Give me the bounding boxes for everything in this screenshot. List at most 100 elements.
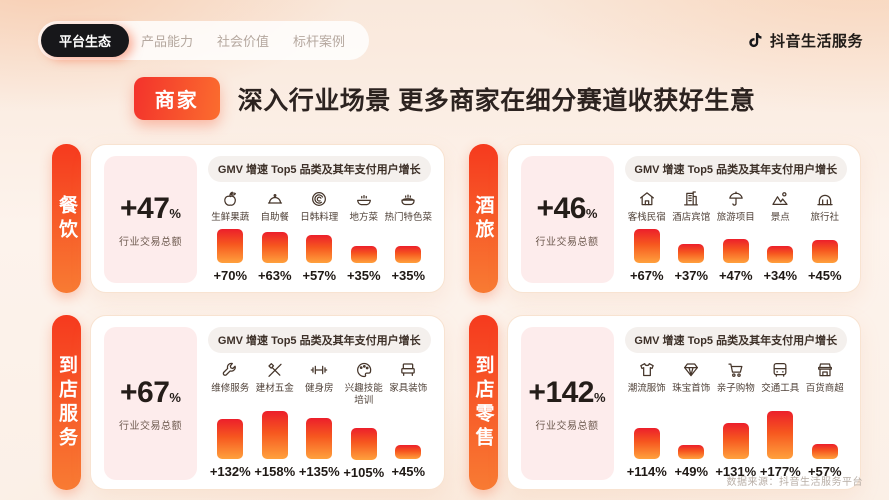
apple-icon: [220, 189, 240, 209]
total-growth-value: +142: [528, 375, 594, 409]
category-label: 亲子购物: [716, 383, 755, 395]
category-column: 生鲜果蔬 +70%: [208, 189, 253, 283]
section-tab: 餐饮: [52, 144, 81, 294]
total-growth-unit: %: [594, 389, 606, 405]
total-growth-box: +67% 行业交易总额: [104, 327, 197, 481]
furniture-icon: [398, 360, 418, 380]
industry-section: 到店服务 +67% 行业交易总额 GMV 增速 Top5 品类及其年支付用户增长…: [52, 315, 445, 491]
growth-bar: [306, 235, 333, 264]
bar-area: [306, 225, 333, 264]
total-growth-unit: %: [169, 205, 181, 221]
category-column: 地方菜 +35%: [342, 189, 387, 283]
bar-area: [395, 225, 422, 264]
growth-value-label: +67%: [629, 268, 664, 284]
total-growth-box: +142% 行业交易总额: [520, 327, 614, 481]
growth-value-label: +35%: [346, 268, 381, 284]
category-label: 酒店宾馆: [672, 212, 711, 223]
category-label: 健身房: [304, 383, 334, 395]
nav-tab[interactable]: 产品能力: [141, 34, 194, 49]
data-source: 数据来源：抖音生活服务平台: [726, 477, 863, 488]
category-label: 旅游项目: [716, 212, 755, 223]
chart-title: GMV 增速 Top5 品类及其年支付用户增长: [208, 156, 431, 182]
brand-name: 抖音生活服务: [769, 33, 863, 50]
growth-value-label: +57%: [302, 268, 337, 284]
nav-tab[interactable]: 社会价值: [217, 34, 270, 49]
mountain-icon: [770, 189, 790, 209]
section-card: +47% 行业交易总额 GMV 增速 Top5 品类及其年支付用户增长 生鲜果蔬…: [90, 144, 445, 294]
category-column: 客栈民宿 +67%: [625, 189, 670, 283]
total-growth-value: +67: [120, 375, 170, 409]
inn-icon: [637, 189, 657, 209]
category-column: 建材五金 +158%: [253, 360, 298, 480]
tools-icon: [265, 360, 285, 380]
storefront-icon: [815, 360, 835, 380]
section-card: +67% 行业交易总额 GMV 增速 Top5 品类及其年支付用户增长 维修服务…: [90, 315, 445, 491]
page-title: 深入行业场景 更多商家在细分赛道收获好生意: [237, 86, 756, 115]
total-growth-box: +46% 行业交易总额: [520, 156, 614, 284]
category-label: 家具装饰: [389, 383, 428, 395]
nav-tabs: 平台生态 产品能力 社会价值 标杆案例: [38, 21, 370, 60]
total-growth-label: 行业交易总额: [119, 236, 182, 248]
category-columns: 客栈民宿 +67% 酒店宾馆 +37% 旅游项目 +47% 景点 +34% 旅行社 +45%: [625, 189, 848, 283]
growth-bar: [395, 246, 422, 264]
bar-chart: GMV 增速 Top5 品类及其年支付用户增长 潮流服饰 +114% 珠宝首饰 +49…: [624, 327, 848, 480]
total-growth-box: +47% 行业交易总额: [104, 156, 197, 284]
growth-value-label: +132%: [209, 464, 251, 480]
bar-area: [261, 225, 288, 264]
growth-bar: [811, 444, 838, 460]
growth-bar: [678, 244, 705, 264]
total-growth: +46%: [537, 192, 598, 226]
category-label: 自助餐: [260, 212, 289, 223]
category-column: 日韩料理 +57%: [297, 189, 342, 283]
bar-area: [722, 225, 749, 264]
hotpot-icon: [398, 189, 418, 209]
wrench-icon: [220, 360, 240, 380]
growth-bar: [633, 428, 660, 460]
growth-bar: [722, 239, 749, 264]
dumbbell-icon: [309, 360, 329, 380]
category-columns: 生鲜果蔬 +70% 自助餐 +63% 日韩料理 +57% 地方菜 +35% 热门特色菜 +35%: [208, 189, 432, 283]
headline: 商家 深入行业场景 更多商家在细分赛道收获好生意: [0, 77, 889, 120]
growth-value-label: +114%: [626, 464, 667, 480]
bar-area: [633, 225, 660, 264]
category-label: 旅行社: [810, 212, 839, 223]
section-card: +46% 行业交易总额 GMV 增速 Top5 品类及其年支付用户增长 客栈民宿…: [506, 144, 861, 294]
palette-icon: [354, 360, 374, 380]
growth-value-label: +135%: [298, 464, 340, 480]
category-column: 亲子购物 +131%: [714, 360, 759, 480]
growth-bar: [678, 445, 705, 460]
category-label: 珠宝首饰: [672, 383, 711, 395]
industry-section: 到店零售 +142% 行业交易总额 GMV 增速 Top5 品类及其年支付用户增…: [468, 315, 861, 491]
merchant-badge: 商家: [133, 77, 220, 120]
total-growth: +47%: [120, 192, 181, 226]
tiktok-note-icon: [745, 31, 764, 50]
category-column: 潮流服饰 +114%: [625, 360, 670, 480]
category-column: 百货商超 +57%: [803, 360, 848, 480]
nav-tab[interactable]: 平台生态: [41, 24, 130, 57]
bar-area: [261, 407, 288, 460]
category-label: 日韩料理: [300, 212, 339, 223]
bar-area: [767, 407, 794, 460]
category-column: 热门特色菜 +35%: [385, 189, 432, 283]
growth-bar: [633, 229, 660, 264]
bar-area: [217, 225, 244, 264]
total-growth: +142%: [528, 376, 605, 410]
chart-title: GMV 增速 Top5 品类及其年支付用户增长: [208, 327, 431, 354]
bar-chart: GMV 增速 Top5 品类及其年支付用户增长 客栈民宿 +67% 酒店宾馆 +37%…: [624, 156, 848, 283]
nav-tab[interactable]: 标杆案例: [293, 34, 346, 49]
category-label: 生鲜果蔬: [211, 212, 250, 223]
category-column: 兴趣技能培训 +105%: [342, 360, 387, 480]
bar-chart: GMV 增速 Top5 品类及其年支付用户增长 维修服务 +132% 建材五金 +15…: [208, 327, 431, 480]
plate-icon: [309, 189, 329, 209]
category-column: 旅游项目 +47%: [714, 189, 759, 283]
growth-value-label: +37%: [674, 268, 709, 284]
chart-title: GMV 增速 Top5 品类及其年支付用户增长: [624, 327, 847, 354]
section-tab: 到店零售: [468, 315, 498, 491]
category-column: 交通工具 +177%: [758, 360, 803, 480]
industry-section: 酒旅 +46% 行业交易总额 GMV 增速 Top5 品类及其年支付用户增长 客…: [468, 144, 861, 294]
growth-value-label: +34%: [763, 268, 798, 284]
growth-bar: [767, 411, 794, 460]
category-column: 维修服务 +132%: [208, 360, 253, 480]
brand: 抖音生活服务: [745, 30, 863, 51]
